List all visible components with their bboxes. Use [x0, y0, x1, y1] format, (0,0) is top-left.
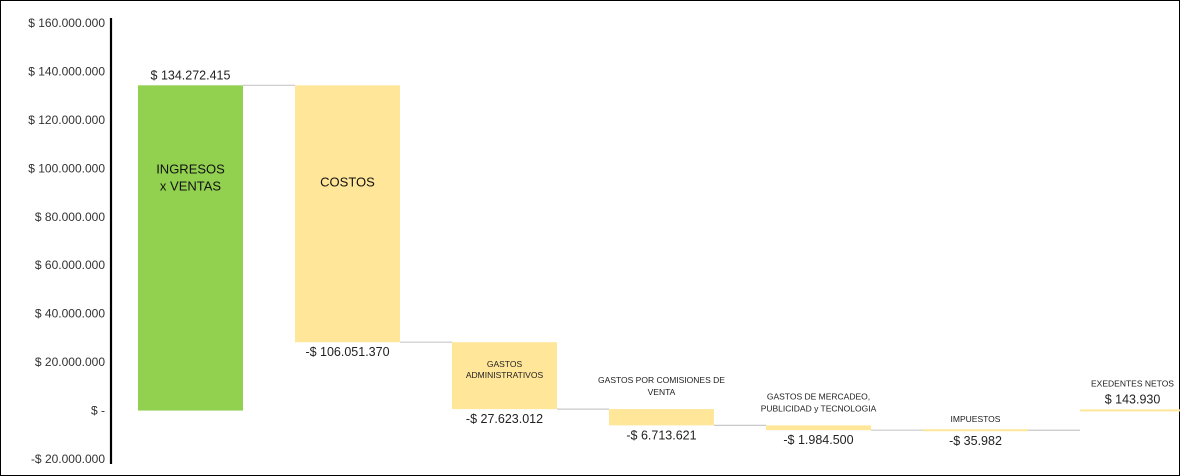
bar	[138, 85, 243, 411]
category-label: IMPUESTOS	[951, 414, 1001, 424]
data-label: -$ 6.713.621	[626, 428, 696, 442]
category-label: PUBLICIDAD y TECNOLOGIA	[761, 403, 877, 413]
data-label: -$ 106.051.370	[305, 345, 389, 359]
category-label: GASTOS DE MERCADEO,	[767, 391, 870, 401]
category-label: GASTOS POR COMISIONES DE	[598, 375, 725, 385]
connector-lines	[243, 84, 1080, 431]
bar	[923, 429, 1028, 432]
data-label: -$ 1.984.500	[783, 433, 853, 447]
y-tick-label: $ 120.000.000	[28, 113, 105, 127]
y-tick-label: $ -	[91, 404, 105, 418]
data-label: -$ 27.623.012	[466, 412, 543, 426]
y-tick-label: $ 80.000.000	[35, 210, 105, 224]
bar	[609, 409, 714, 426]
y-tick-label: $ 20.000.000	[35, 355, 105, 369]
y-tick-label: $ 40.000.000	[35, 307, 105, 321]
data-label: $ 143.930	[1105, 392, 1161, 406]
bar	[295, 85, 400, 343]
y-axis: -$ 20.000.000 $ - $ 20.000.000 $ 40.000.000…	[28, 16, 113, 466]
y-tick-label: $ 140.000.000	[28, 64, 105, 78]
category-label: COSTOS	[320, 174, 375, 189]
bar	[1080, 409, 1180, 412]
category-label: VENTA	[648, 387, 676, 397]
y-tick-label: $ 100.000.000	[28, 161, 105, 175]
category-label: x VENTAS	[160, 178, 221, 193]
category-label: INGRESOS	[156, 161, 225, 176]
labels: $ 134.272.415 -$ 106.051.370 -$ 27.623.012…	[151, 68, 1175, 448]
category-label: ADMINISTRATIVOS	[466, 370, 544, 380]
bar	[766, 425, 871, 431]
data-label: $ 134.272.415	[151, 68, 231, 82]
bars	[138, 85, 1180, 432]
y-tick-label: $ 60.000.000	[35, 258, 105, 272]
category-label: GASTOS	[487, 359, 523, 369]
y-tick-label: -$ 20.000.000	[31, 452, 105, 466]
data-label: -$ 35.982	[949, 434, 1002, 448]
y-tick-label: $ 160.000.000	[28, 16, 105, 30]
category-label: EXEDENTES NETOS	[1091, 378, 1174, 388]
bar	[452, 342, 557, 410]
